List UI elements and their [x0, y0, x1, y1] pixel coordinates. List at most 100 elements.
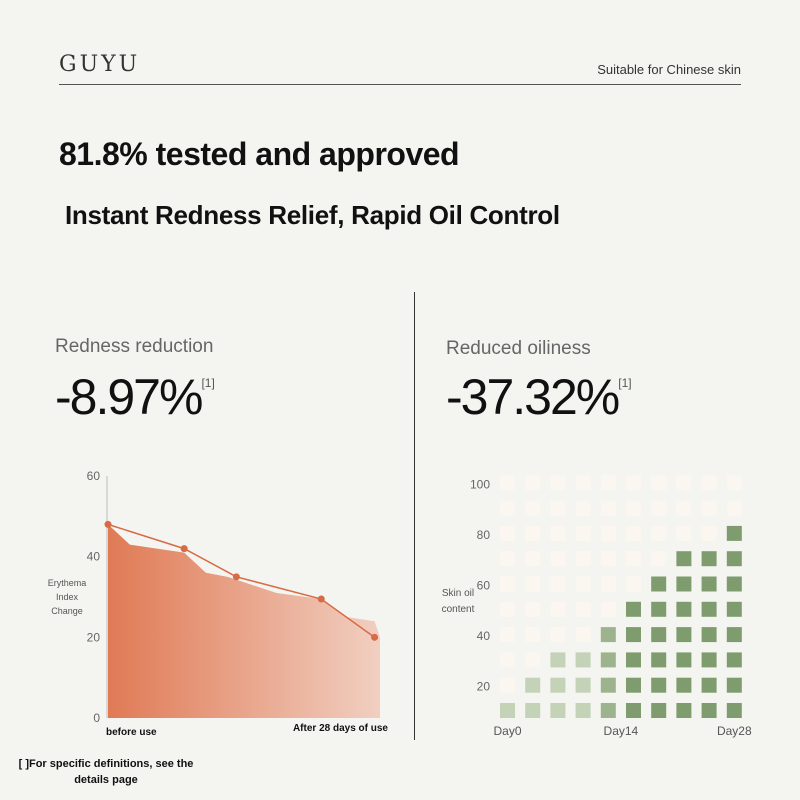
oil-cell-empty — [500, 601, 515, 617]
y-tick-label: 40 — [477, 629, 491, 643]
oil-cell-filled — [726, 677, 742, 693]
oil-cell-filled — [651, 652, 667, 668]
oil-cell-empty — [626, 500, 641, 516]
oil-cell-empty — [500, 551, 515, 567]
oil-cell-empty — [500, 652, 515, 668]
oil-cell-empty — [550, 475, 566, 491]
x-label-before: before use — [106, 727, 157, 738]
oil-cell-filled — [626, 627, 641, 643]
oil-cell-filled — [626, 601, 641, 617]
y-tick-label: 0 — [93, 711, 100, 725]
oil-cell-filled — [575, 677, 591, 693]
oil-cell-empty — [575, 576, 591, 592]
x-tick-label: Day14 — [604, 724, 639, 738]
oil-cell-filled — [676, 677, 692, 693]
oil-cell-empty — [550, 576, 566, 592]
redness-ref: [1] — [201, 376, 215, 390]
oil-cell-empty — [726, 475, 742, 491]
oil-cell-filled — [701, 627, 717, 643]
oil-y-label-line2: content — [442, 604, 475, 615]
oiliness-ref: [1] — [618, 376, 632, 390]
oil-cell-filled — [525, 703, 541, 718]
oil-cell-filled — [676, 601, 692, 617]
oil-cell-empty — [676, 475, 692, 491]
oil-cell-empty — [651, 525, 667, 541]
tagline: Suitable for Chinese skin — [597, 62, 741, 77]
oil-cell-empty — [550, 500, 566, 516]
oil-cell-empty — [525, 627, 541, 643]
oil-cell-empty — [600, 500, 616, 516]
oil-cell-empty — [500, 500, 515, 516]
oiliness-stat-group: -37.32%[1] — [446, 368, 632, 426]
oil-cell-empty — [575, 551, 591, 567]
oil-cell-filled — [701, 551, 717, 567]
redness-stat: -8.97% — [55, 369, 203, 425]
footnote: [ ]For specific definitions, see the det… — [18, 758, 194, 786]
oil-cell-filled — [600, 703, 616, 718]
line-point — [180, 545, 188, 553]
oil-cell-empty — [575, 525, 591, 541]
oil-cell-empty — [575, 500, 591, 516]
oil-cell-filled — [676, 703, 692, 718]
oil-cell-empty — [626, 475, 641, 491]
oil-cell-filled — [676, 627, 692, 643]
line-point — [371, 633, 379, 641]
oiliness-stat: -37.32% — [446, 369, 620, 425]
oil-cell-filled — [676, 576, 692, 592]
oil-cell-empty — [550, 627, 566, 643]
oil-cell-empty — [600, 576, 616, 592]
oil-cell-empty — [626, 551, 641, 567]
oil-cell-empty — [676, 500, 692, 516]
oil-cell-empty — [550, 601, 566, 617]
redness-stat-group: -8.97%[1] — [55, 368, 215, 426]
oil-cell-empty — [525, 525, 541, 541]
oil-cell-filled — [600, 627, 616, 643]
oil-cell-empty — [651, 500, 667, 516]
oil-cell-empty — [600, 475, 616, 491]
oil-cell-filled — [626, 652, 641, 668]
oil-cell-empty — [525, 475, 541, 491]
y-tick-label: 60 — [477, 579, 491, 593]
y-tick-label: 80 — [477, 528, 491, 542]
oil-cell-empty — [626, 576, 641, 592]
line-point — [104, 520, 112, 528]
oil-cell-filled — [676, 652, 692, 668]
x-tick-label: Day0 — [493, 724, 521, 738]
redness-label: Redness reduction — [55, 336, 214, 357]
oil-cell-empty — [500, 677, 515, 693]
oil-cell-filled — [651, 576, 667, 592]
oil-cell-filled — [701, 652, 717, 668]
oil-cell-filled — [525, 677, 541, 693]
x-label-after: After 28 days of use — [293, 723, 388, 734]
oil-cell-filled — [550, 703, 566, 718]
oil-cell-filled — [500, 703, 515, 718]
oil-cell-empty — [575, 475, 591, 491]
oiliness-label: Reduced oiliness — [446, 338, 591, 359]
oil-cell-empty — [550, 525, 566, 541]
oil-cell-filled — [550, 677, 566, 693]
brand-logo: GUYU — [59, 52, 141, 77]
oil-cell-empty — [575, 627, 591, 643]
oil-cell-empty — [525, 652, 541, 668]
x-tick-label: Day28 — [717, 724, 752, 738]
oil-cell-empty — [525, 551, 541, 567]
oil-cell-empty — [575, 601, 591, 617]
oil-cell-filled — [676, 551, 692, 567]
oil-cell-empty — [525, 576, 541, 592]
oil-cell-filled — [626, 703, 641, 718]
oil-grid-chart: 20 40 60 80 100 Skin oil content Day0 Day14 Da… — [442, 475, 752, 738]
oil-cell-filled — [550, 652, 566, 668]
line-point — [317, 595, 325, 603]
oil-cell-empty — [500, 627, 515, 643]
oil-cell-filled — [651, 601, 667, 617]
oil-cell-filled — [726, 551, 742, 567]
oil-cell-empty — [651, 551, 667, 567]
oil-cell-filled — [626, 677, 641, 693]
oil-cell-empty — [500, 576, 515, 592]
oil-cell-filled — [726, 627, 742, 643]
panel-divider — [414, 292, 415, 740]
oil-cell-empty — [500, 525, 515, 541]
oil-cell-filled — [600, 652, 616, 668]
oil-cell-filled — [726, 703, 742, 718]
oil-cell-empty — [600, 601, 616, 617]
